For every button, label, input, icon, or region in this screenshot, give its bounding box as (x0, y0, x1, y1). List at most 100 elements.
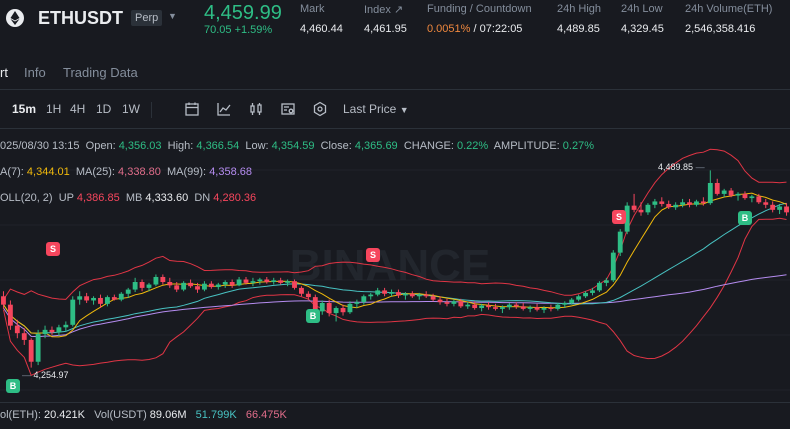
amplitude-value: 0.27% (562, 140, 594, 152)
close-value: 4,365.69 (354, 140, 398, 152)
volume-usdt-value: 89.06M (149, 409, 187, 421)
candle-body (229, 282, 235, 286)
candle-body (513, 304, 519, 307)
candle-body (35, 334, 41, 362)
boll-up-value: 4,386.85 (76, 192, 120, 204)
last-price: 4,459.99 (204, 2, 282, 24)
candle-body (181, 282, 187, 290)
candle-body (610, 252, 616, 281)
candle-body (243, 279, 249, 283)
candle-body (534, 307, 540, 310)
candle-body (132, 282, 138, 290)
chevron-down-icon[interactable]: ▼ (168, 11, 177, 21)
candle-body (548, 308, 554, 310)
mark-price-label: Mark (300, 3, 325, 15)
candle-body (125, 289, 131, 294)
candle-body (409, 293, 415, 297)
candle-body (208, 283, 214, 288)
indicator-settings-icon[interactable] (280, 101, 296, 117)
tab-chart[interactable]: rt (0, 65, 8, 80)
line-chart-icon[interactable] (216, 101, 232, 117)
toolbar-divider (151, 102, 152, 118)
timeframe-1d[interactable]: 1D (96, 102, 112, 116)
calendar-icon[interactable] (184, 101, 200, 117)
candle-body (257, 279, 263, 282)
candlestick-icon[interactable] (248, 101, 264, 117)
sell-marker[interactable]: S (612, 210, 626, 224)
candlestick-chart[interactable]: BINANCE (0, 130, 790, 406)
candle-body (222, 282, 228, 285)
candle-body (347, 303, 353, 313)
boll-mb-value: 4,333.60 (145, 192, 189, 204)
candle-body (299, 287, 304, 294)
candle-datetime: 025/08/30 13:15 (0, 140, 80, 152)
candle-body (784, 206, 789, 213)
sell-marker[interactable]: S (46, 242, 60, 256)
candle-body (167, 282, 173, 286)
candle-body (583, 292, 588, 297)
buy-marker[interactable]: B (738, 211, 752, 225)
amplitude-label: AMPLITUDE: (493, 140, 560, 152)
candle-body (278, 280, 284, 283)
candle-body (319, 302, 325, 312)
tab-trading-data[interactable]: Trading Data (63, 65, 138, 80)
candle-body (465, 304, 471, 307)
ma25-line (3, 202, 787, 334)
contract-type-badge: Perp (131, 10, 163, 26)
buy-marker[interactable]: B (306, 309, 320, 323)
funding-rate: 0.0051% (427, 23, 471, 35)
candle-body (340, 308, 346, 313)
candle-body (375, 290, 381, 295)
candle-body (104, 297, 110, 304)
candle-body (91, 297, 96, 301)
candle-body (7, 304, 13, 326)
candle-body (396, 292, 401, 296)
ma99-label: MA(99): (167, 166, 207, 178)
candle-body (645, 204, 651, 213)
sell-marker[interactable]: S (366, 248, 380, 262)
timeframe-4h[interactable]: 4H (70, 102, 86, 116)
candle-body (638, 209, 644, 213)
candle-body (631, 205, 637, 210)
candle-body (777, 206, 783, 210)
index-price-value: 4,461.95 (364, 23, 407, 35)
boll-up-label: UP (58, 192, 74, 204)
candle-body (271, 280, 277, 283)
volume-divider (0, 402, 790, 403)
ma7-value: 4,344.01 (26, 166, 70, 178)
candle-body (361, 296, 367, 303)
candle-body (333, 308, 339, 314)
volume-ma10-value: 66.475K (245, 409, 287, 421)
candle-body (56, 327, 62, 333)
ma-row: A(7): 4,344.01 MA(25): 4,338.80 MA(99): … (0, 166, 252, 178)
timeframe-15m[interactable]: 15m (12, 102, 37, 116)
candle-body (652, 201, 658, 205)
timeframe-1h[interactable]: 1H (46, 102, 62, 116)
candle-body (451, 301, 457, 304)
high-label: High: (167, 140, 194, 152)
buy-marker[interactable]: B (6, 379, 20, 393)
candle-body (264, 279, 270, 283)
low-value: 4,354.59 (271, 140, 315, 152)
tab-info[interactable]: Info (24, 65, 46, 80)
symbol-name[interactable]: ETHUSDT (38, 8, 123, 28)
funding-countdown: / 07:22:05 (470, 23, 523, 35)
boll-upper-line (3, 148, 787, 300)
price-type-dropdown[interactable]: Last Price ▼ (343, 102, 409, 116)
index-price-label[interactable]: Index ↗ (364, 4, 404, 16)
volume-usdt-label: Vol(USDT) (94, 409, 147, 421)
candle-body (541, 308, 547, 310)
candle-body (354, 302, 360, 304)
high-24h-value: 4,489.85 (557, 23, 600, 35)
candle-body (555, 304, 561, 309)
hexagon-settings-icon[interactable] (312, 101, 328, 117)
candle-body (673, 204, 679, 208)
price-change: 70.05 +1.59% (204, 24, 273, 36)
candle-body (250, 281, 256, 283)
candle-body (21, 333, 27, 340)
chart-tabs: rt Info Trading Data (0, 57, 790, 90)
chevron-down-icon: ▼ (399, 105, 409, 115)
timeframe-1w[interactable]: 1W (122, 102, 140, 116)
candle-body (506, 304, 512, 308)
moving-averages (3, 192, 787, 338)
